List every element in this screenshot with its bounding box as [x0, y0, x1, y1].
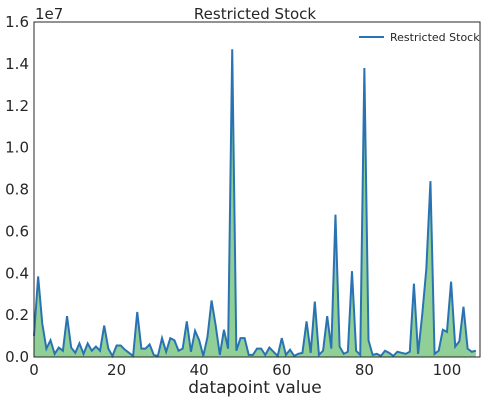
y-tick-label: 0.2 — [5, 306, 29, 324]
x-axis: 0 20 40 60 80 100 — [29, 361, 461, 379]
y-tick-label: 1.2 — [5, 97, 29, 115]
x-tick-label: 80 — [355, 361, 374, 379]
y-offset-label: 1e7 — [35, 5, 63, 23]
legend-label-restricted-stock: Restricted Stock — [390, 31, 480, 44]
y-tick-label: 1.6 — [5, 13, 29, 31]
x-axis-label: datapoint value — [188, 378, 322, 398]
chart-title: Restricted Stock — [194, 5, 316, 23]
y-axis: 0.0 0.2 0.4 0.6 0.8 1.0 1.2 1.4 1.6 — [5, 13, 29, 366]
series-line — [33, 49, 477, 359]
x-tick-label: 0 — [29, 361, 39, 379]
plot-frame — [33, 21, 481, 358]
y-tick-label: 0.6 — [5, 222, 29, 240]
x-tick-label: 100 — [433, 361, 462, 379]
y-tick-label: 1.0 — [5, 139, 29, 157]
y-tick-label: 1.4 — [5, 55, 29, 73]
series-area-fill — [34, 49, 476, 357]
plot-area — [33, 21, 481, 359]
y-tick-label: 0.8 — [5, 181, 29, 199]
x-tick-label: 40 — [190, 361, 209, 379]
y-tick-label: 0.0 — [5, 348, 29, 366]
x-tick-label: 60 — [272, 361, 291, 379]
x-tick-label: 20 — [107, 361, 126, 379]
legend: Restricted Stock — [359, 31, 480, 44]
y-tick-label: 0.4 — [5, 264, 29, 282]
